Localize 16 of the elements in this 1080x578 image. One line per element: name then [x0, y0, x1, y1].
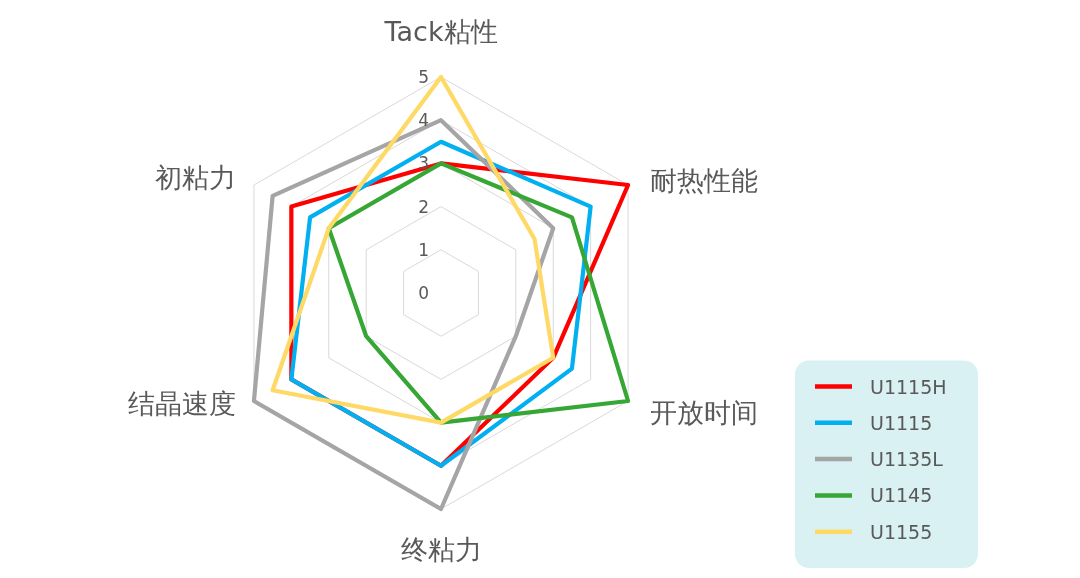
y-tick-label: 5 — [418, 67, 429, 87]
y-tick-label: 4 — [418, 110, 429, 131]
y-tick-label: 2 — [418, 196, 429, 217]
spoke-label: 终粘力 — [400, 533, 482, 565]
legend-label: U1145 — [870, 484, 933, 507]
legend-label: U1155 — [870, 520, 933, 543]
spoke-label: Tack粘性 — [383, 15, 498, 47]
spoke-label: 结晶速度 — [127, 387, 236, 419]
y-tick-label: 1 — [418, 239, 429, 260]
legend-label: U1135L — [870, 448, 944, 471]
legend-label: U1115 — [870, 411, 933, 434]
legend-label: U1115H — [870, 375, 947, 398]
spoke-label: 开放时间 — [650, 396, 759, 428]
spoke-label: 耐热性能 — [650, 164, 759, 196]
y-tick-label: 0 — [418, 283, 429, 303]
spoke-label: 初粘力 — [154, 161, 236, 193]
